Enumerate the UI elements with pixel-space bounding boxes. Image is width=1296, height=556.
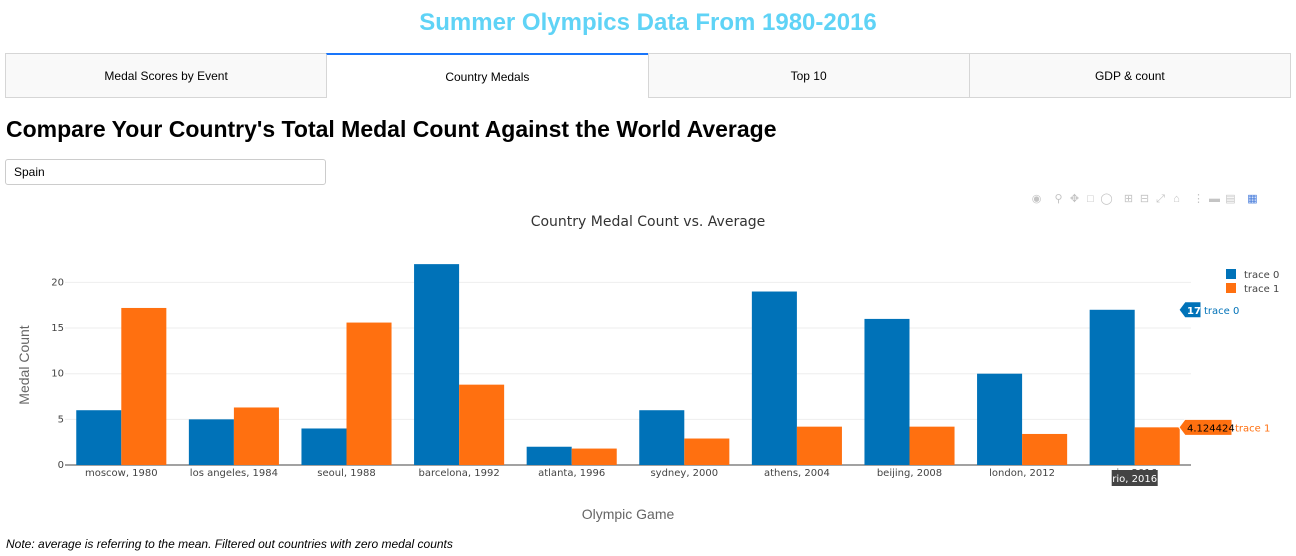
bars-layer — [76, 264, 1180, 465]
bar-trace0[interactable] — [526, 446, 572, 465]
chart-title: Country Medal Count vs. Average — [531, 214, 766, 230]
x-tick-label: beijing, 2008 — [877, 468, 942, 479]
lasso-icon[interactable]: ◯ — [1100, 192, 1113, 205]
y-tick-layer: 0 5 10 15 20 — [51, 277, 64, 471]
plot-modebar: ◉ ⚲ ✥ □ ◯ ⊞ ⊟ ⤢ ⌂ ⋮ ▬ ▤ ▦ — [1030, 191, 1259, 207]
x-tick-label: atlanta, 1996 — [538, 468, 605, 479]
zoom-icon[interactable]: ⚲ — [1054, 192, 1063, 205]
bar-trace0[interactable] — [639, 410, 685, 465]
x-tick-label: barcelona, 1992 — [419, 468, 500, 479]
hover-value-label: 4.124424 — [1187, 423, 1235, 434]
bar-trace0[interactable] — [864, 318, 910, 465]
pan-icon[interactable]: ✥ — [1069, 192, 1080, 205]
bar-trace0[interactable] — [301, 428, 347, 465]
legend-swatch[interactable] — [1226, 269, 1236, 279]
reset-axes-icon[interactable]: ⌂ — [1173, 192, 1180, 205]
bar-trace1[interactable] — [909, 426, 955, 465]
box-select-icon[interactable]: □ — [1087, 192, 1094, 205]
bar-trace0[interactable] — [188, 419, 234, 465]
tab-gdp-count[interactable]: GDP & count — [968, 53, 1291, 98]
app-title: Summer Olympics Data From 1980-2016 — [419, 9, 877, 36]
hover-closest-icon[interactable]: ▬ — [1209, 192, 1220, 205]
tab-top-10[interactable]: Top 10 — [647, 53, 970, 98]
plotly-logo-icon[interactable]: ▦ — [1247, 192, 1258, 205]
autoscale-icon[interactable]: ⤢ — [1156, 192, 1165, 205]
hover-trace-name: trace 1 — [1235, 423, 1270, 434]
x-tick-label: sydney, 2000 — [650, 468, 718, 479]
bar-trace1[interactable] — [346, 322, 392, 465]
bar-trace0[interactable] — [414, 264, 460, 465]
legend: trace 0 trace 1 — [1226, 269, 1279, 295]
bar-trace1[interactable] — [571, 448, 617, 465]
bar-trace1[interactable] — [684, 438, 730, 465]
country-dropdown[interactable]: Spain — [5, 159, 326, 185]
hover-label-box — [1178, 301, 1202, 319]
x-axis-title: Olympic Game — [582, 506, 675, 522]
section-heading: Compare Your Country's Total Medal Count… — [6, 116, 777, 142]
zoom-in-icon[interactable]: ⊞ — [1123, 192, 1134, 205]
bar-trace0[interactable] — [76, 410, 122, 465]
y-tick-label: 20 — [51, 277, 64, 288]
tab-country-medals[interactable]: Country Medals — [326, 53, 649, 98]
tab-medal-scores-by-event[interactable]: Medal Scores by Event — [5, 53, 328, 98]
y-tick-label: 0 — [58, 460, 64, 471]
footnote: Note: average is referring to the mean. … — [6, 537, 453, 551]
bar-trace1[interactable] — [121, 307, 167, 465]
hover-label-box — [1178, 418, 1233, 436]
medal-chart: Country Medal Count vs. Average moscow, … — [16, 214, 1279, 522]
hover-layer: rio, 2016 17 trace 0 4.124424 trace 1 — [1111, 301, 1270, 486]
x-tick-label: moscow, 1980 — [85, 468, 158, 479]
hover-value-label: 17 — [1187, 306, 1201, 317]
camera-icon[interactable]: ◉ — [1031, 192, 1042, 205]
bar-trace0[interactable] — [751, 291, 797, 465]
legend-label[interactable]: trace 1 — [1244, 284, 1279, 295]
bar-trace1[interactable] — [459, 384, 505, 465]
tab-bar: Medal Scores by Event Country Medals Top… — [5, 53, 1291, 98]
x-tick-layer: moscow, 1980 los angeles, 1984 seoul, 1988… — [85, 468, 1157, 479]
hover-trace-name: trace 0 — [1204, 306, 1239, 317]
hover-category-label: rio, 2016 — [1112, 474, 1157, 485]
bar-trace0[interactable] — [977, 373, 1023, 465]
y-tick-label: 10 — [51, 369, 64, 380]
hover-category-box — [1111, 470, 1158, 486]
hover-compare-icon[interactable]: ▤ — [1225, 192, 1236, 205]
y-tick-label: 15 — [51, 323, 64, 334]
x-tick-label: london, 2012 — [989, 468, 1055, 479]
bar-trace1[interactable] — [1134, 427, 1180, 465]
legend-swatch[interactable] — [1226, 283, 1236, 293]
y-tick-label: 5 — [58, 414, 64, 425]
spike-lines-icon[interactable]: ⋮ — [1193, 192, 1204, 205]
bar-trace1[interactable] — [233, 407, 279, 465]
y-axis-title: Medal Count — [16, 325, 32, 404]
x-tick-label: los angeles, 1984 — [190, 468, 278, 479]
x-tick-label: athens, 2004 — [764, 468, 830, 479]
bar-trace1[interactable] — [1022, 433, 1068, 465]
zoom-out-icon[interactable]: ⊟ — [1139, 192, 1150, 205]
x-tick-label: seoul, 1988 — [317, 468, 375, 479]
legend-label[interactable]: trace 0 — [1244, 270, 1279, 281]
bar-trace1[interactable] — [796, 426, 842, 465]
bar-trace0[interactable] — [1089, 309, 1135, 465]
